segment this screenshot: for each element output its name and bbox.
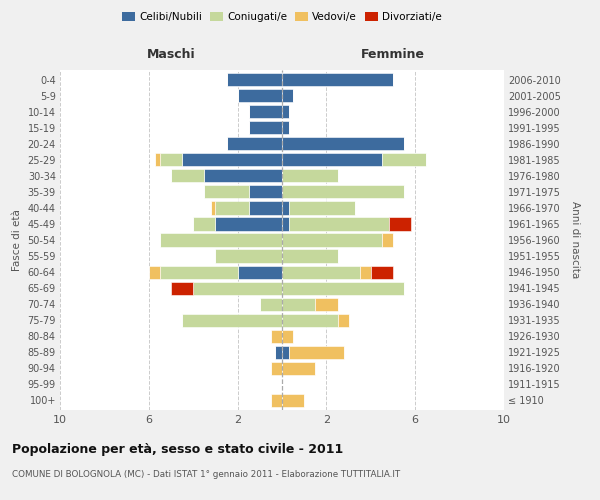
Bar [282, 346, 289, 359]
Bar [282, 266, 360, 278]
Bar [249, 202, 282, 214]
Bar [171, 282, 193, 294]
Bar [282, 105, 289, 118]
Bar [282, 282, 404, 294]
Bar [193, 282, 282, 294]
Text: Popolazione per età, sesso e stato civile - 2011: Popolazione per età, sesso e stato civil… [12, 442, 343, 456]
Bar [238, 89, 282, 102]
Bar [282, 234, 382, 246]
Bar [227, 137, 282, 150]
Bar [282, 186, 404, 198]
Bar [282, 170, 337, 182]
Bar [249, 121, 282, 134]
Text: Femmine: Femmine [361, 48, 425, 62]
Bar [160, 153, 182, 166]
Bar [182, 153, 282, 166]
Bar [282, 298, 316, 310]
Bar [182, 314, 282, 327]
Bar [282, 121, 289, 134]
Bar [316, 298, 337, 310]
Text: Maschi: Maschi [146, 48, 196, 62]
Bar [215, 218, 282, 230]
Bar [260, 298, 282, 310]
Bar [149, 266, 160, 278]
Y-axis label: Fasce di età: Fasce di età [12, 209, 22, 271]
Bar [215, 250, 282, 262]
Bar [289, 202, 355, 214]
Bar [289, 346, 344, 359]
Bar [249, 186, 282, 198]
Bar [271, 362, 282, 375]
Bar [155, 153, 160, 166]
Bar [360, 266, 371, 278]
Bar [271, 394, 282, 407]
Text: COMUNE DI BOLOGNOLA (MC) - Dati ISTAT 1° gennaio 2011 - Elaborazione TUTTITALIA.: COMUNE DI BOLOGNOLA (MC) - Dati ISTAT 1°… [12, 470, 400, 479]
Bar [271, 330, 282, 343]
Legend: Celibi/Nubili, Coniugati/e, Vedovi/e, Divorziati/e: Celibi/Nubili, Coniugati/e, Vedovi/e, Di… [118, 8, 446, 26]
Bar [238, 266, 282, 278]
Bar [289, 218, 389, 230]
Bar [389, 218, 411, 230]
Bar [249, 105, 282, 118]
Bar [204, 186, 249, 198]
Bar [160, 266, 238, 278]
Bar [193, 218, 215, 230]
Bar [227, 73, 282, 86]
Bar [282, 89, 293, 102]
Bar [171, 170, 204, 182]
Bar [160, 234, 282, 246]
Bar [215, 202, 249, 214]
Bar [282, 314, 337, 327]
Bar [382, 153, 426, 166]
Bar [282, 73, 393, 86]
Bar [282, 250, 337, 262]
Bar [204, 170, 282, 182]
Bar [371, 266, 393, 278]
Bar [282, 153, 382, 166]
Bar [211, 202, 215, 214]
Bar [337, 314, 349, 327]
Bar [282, 394, 304, 407]
Bar [282, 362, 316, 375]
Bar [282, 218, 289, 230]
Y-axis label: Anni di nascita: Anni di nascita [571, 202, 580, 278]
Bar [282, 202, 289, 214]
Bar [275, 346, 282, 359]
Bar [282, 137, 404, 150]
Bar [282, 330, 293, 343]
Bar [382, 234, 393, 246]
